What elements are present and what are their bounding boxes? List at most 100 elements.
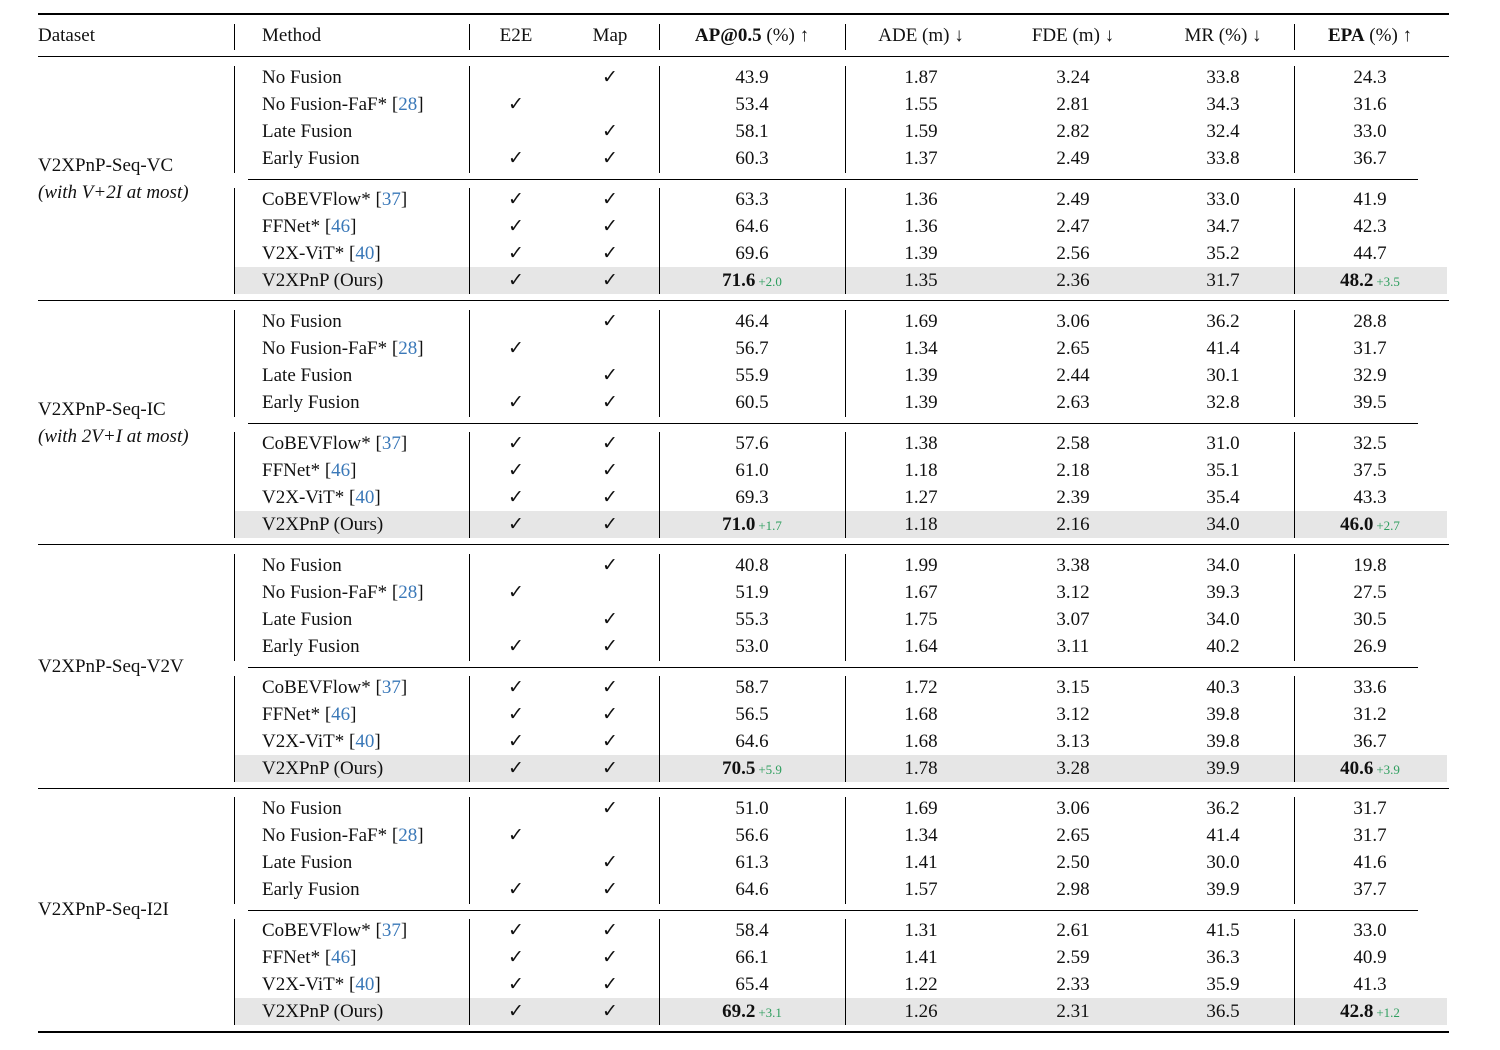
header-epa-unit: (%) ↑ (1364, 25, 1413, 46)
metric-number: 61.0 (735, 460, 769, 481)
metric-number: 56.5 (735, 704, 769, 725)
citation-link[interactable]: 37 (381, 189, 401, 210)
improvement-delta: +3.9 (1376, 762, 1400, 777)
dataset-name: V2XPnP-Seq-IC (38, 399, 166, 420)
method-name: V2XPnP (Ours) (262, 511, 383, 538)
metric-number: 39.8 (1206, 704, 1240, 725)
metric-number: 2.47 (1056, 216, 1090, 237)
dataset-subtitle: (with 2V+I at most) (38, 426, 189, 447)
mr-value: 35.9 (1148, 971, 1298, 998)
map-check: ✓ (572, 728, 648, 755)
metric-number: 39.8 (1206, 731, 1240, 752)
metric-number: 34.3 (1206, 94, 1240, 115)
header-ap-metric: AP@0.5 (694, 25, 762, 46)
metric-number: 46.0 (1340, 514, 1374, 535)
fde-value: 2.65 (998, 822, 1148, 849)
fde-value: 2.50 (998, 849, 1148, 876)
ap-value: 64.6 (659, 213, 845, 240)
mr-value: 41.4 (1148, 335, 1298, 362)
table-row: FFNet* [46] ✓ ✓ 64.6 1.36 2.47 34.7 42.3 (38, 213, 1449, 240)
column-divider (469, 66, 470, 173)
map-check (572, 91, 648, 118)
citation-link[interactable]: 37 (381, 677, 401, 698)
metric-number: 33.0 (1206, 189, 1240, 210)
citation-link[interactable]: 46 (331, 460, 351, 481)
method-label: Late Fusion (262, 852, 353, 873)
metric-number: 1.39 (904, 243, 938, 264)
table-row-ours: V2XPnP (Ours) ✓ ✓ 69.2 +3.1 1.26 2.31 36.5 42.8 +… (38, 998, 1449, 1025)
metric-number: 36.2 (1206, 311, 1240, 332)
column-divider (845, 432, 846, 538)
column-divider (234, 919, 235, 1025)
e2e-check (478, 308, 554, 335)
citation-link[interactable]: 46 (331, 216, 351, 237)
citation-link[interactable]: 40 (355, 243, 375, 264)
ap-value: 58.7 (659, 674, 845, 701)
mr-value: 35.1 (1148, 457, 1298, 484)
fde-value: 3.24 (998, 64, 1148, 91)
citation-link[interactable]: 37 (381, 433, 401, 454)
ap-value: 51.9 (659, 579, 845, 606)
map-check: ✓ (572, 998, 648, 1025)
group-rule (38, 788, 1449, 789)
method-label: No Fusion-FaF* (262, 94, 392, 115)
citation-link[interactable]: 40 (355, 487, 375, 508)
citation-link[interactable]: 46 (331, 947, 351, 968)
ap-value: 63.3 (659, 186, 845, 213)
citation-link[interactable]: 40 (355, 974, 375, 995)
method-label: V2XPnP (Ours) (262, 270, 384, 291)
ade-value: 1.27 (846, 484, 996, 511)
ap-value: 69.3 (659, 484, 845, 511)
method-label: No Fusion-FaF* (262, 338, 392, 359)
citation-link[interactable]: 28 (398, 582, 418, 603)
metric-number: 1.68 (904, 704, 938, 725)
map-check: ✓ (572, 876, 648, 903)
e2e-check (478, 606, 554, 633)
column-divider (1294, 188, 1295, 294)
checkmark-icon: ✓ (602, 365, 618, 386)
e2e-check: ✓ (478, 755, 554, 782)
checkmark-icon: ✓ (602, 947, 618, 968)
improvement-delta: +1.2 (1376, 1005, 1400, 1020)
method-name: No Fusion-FaF* [28] (262, 335, 424, 362)
metric-number: 2.33 (1056, 974, 1090, 995)
citation-link[interactable]: 37 (381, 920, 401, 941)
ade-value: 1.67 (846, 579, 996, 606)
checkmark-icon: ✓ (602, 798, 618, 819)
citation-link[interactable]: 46 (331, 704, 351, 725)
metric-number: 33.8 (1206, 148, 1240, 169)
metric-number: 39.9 (1206, 758, 1240, 779)
ade-value: 1.39 (846, 240, 996, 267)
metric-number: 3.15 (1056, 677, 1090, 698)
epa-value: 42.8 +1.2 (1294, 998, 1446, 1025)
metric-number: 2.39 (1056, 487, 1090, 508)
ours-row-highlight (234, 998, 1447, 1025)
map-check: ✓ (572, 971, 648, 998)
e2e-check (478, 362, 554, 389)
metric-number: 32.5 (1353, 433, 1387, 454)
fde-value: 2.58 (998, 430, 1148, 457)
ade-value: 1.35 (846, 267, 996, 294)
metric-number: 2.44 (1056, 365, 1090, 386)
e2e-check: ✓ (478, 998, 554, 1025)
group-separator (248, 179, 1418, 180)
mr-value: 40.3 (1148, 674, 1298, 701)
metric-number: 57.6 (735, 433, 769, 454)
metric-number: 3.12 (1056, 704, 1090, 725)
epa-value: 33.0 (1294, 917, 1446, 944)
ap-value: 60.3 (659, 145, 845, 172)
ade-value: 1.39 (846, 362, 996, 389)
fde-value: 3.28 (998, 755, 1148, 782)
citation-link[interactable]: 28 (398, 94, 418, 115)
table-row: No Fusion ✓ 51.0 1.69 3.06 36.2 31.7 (38, 795, 1449, 822)
e2e-check: ✓ (478, 267, 554, 294)
column-divider (659, 797, 660, 904)
citation-link[interactable]: 40 (355, 731, 375, 752)
metric-number: 56.6 (735, 825, 769, 846)
citation: [37] (375, 677, 408, 698)
metric-number: 3.24 (1056, 67, 1090, 88)
ade-value: 1.22 (846, 971, 996, 998)
citation-link[interactable]: 28 (398, 825, 418, 846)
improvement-delta: +1.7 (758, 518, 782, 533)
citation-link[interactable]: 28 (398, 338, 418, 359)
